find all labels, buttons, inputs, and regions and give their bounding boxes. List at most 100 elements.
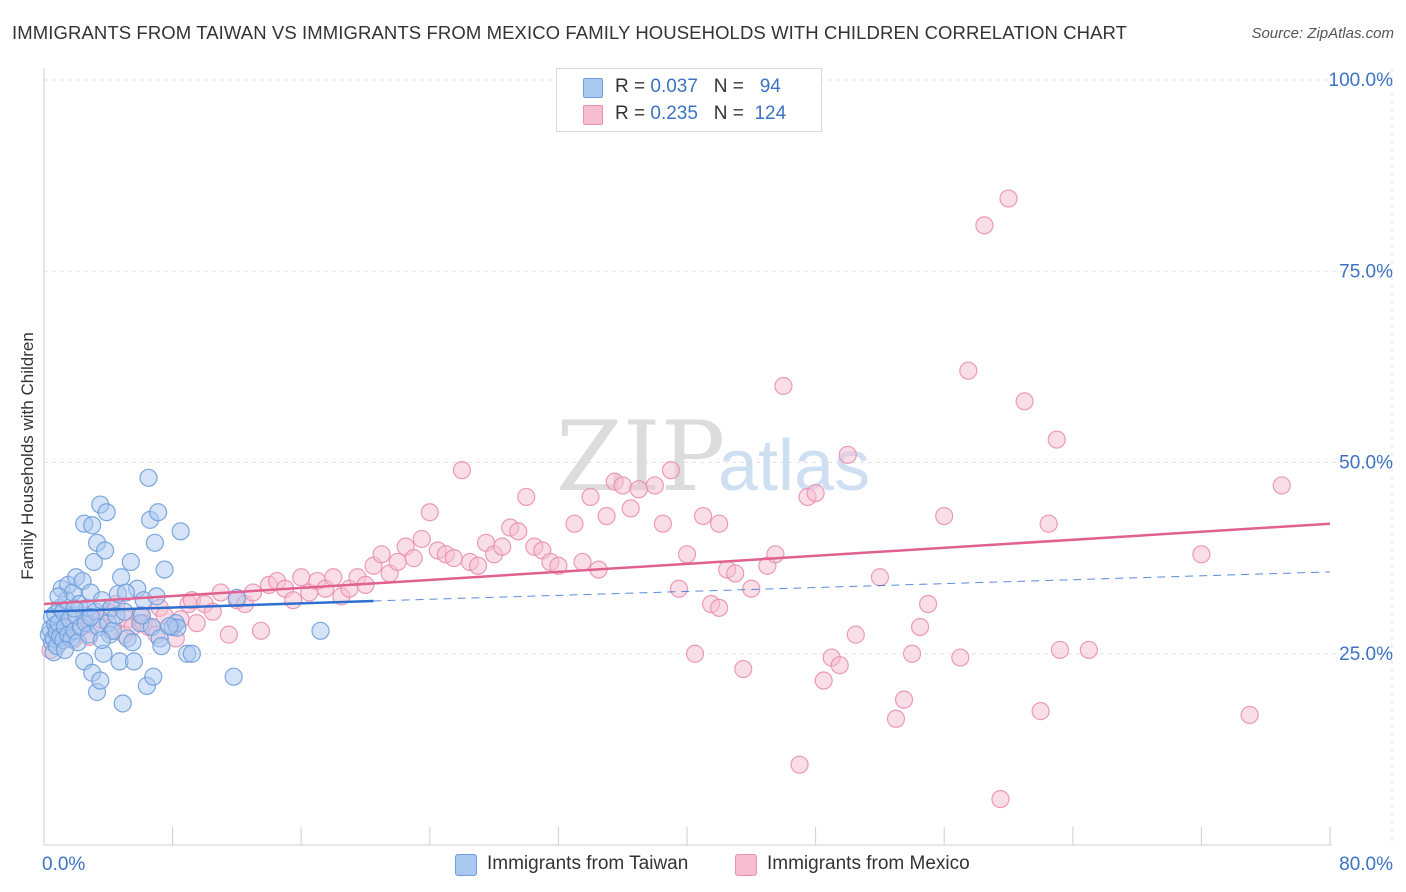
- x-tick-label: 0.0%: [42, 854, 85, 875]
- point-mexico: [251, 621, 271, 640]
- point-mexico: [621, 499, 640, 518]
- chart-title: IMMIGRANTS FROM TAIWAN VS IMMIGRANTS FRO…: [12, 22, 1128, 43]
- point-mexico: [870, 568, 890, 587]
- point-mexico: [814, 671, 833, 690]
- y-tick-label: 100.0%: [1329, 70, 1394, 91]
- point-mexico: [1031, 702, 1050, 721]
- point-taiwan: [55, 640, 74, 660]
- bottom-legend-swatch-taiwan: [455, 854, 477, 876]
- point-mexico: [742, 579, 761, 598]
- point-mexico: [324, 568, 343, 587]
- point-mexico: [284, 591, 303, 610]
- point-mexico: [613, 476, 632, 495]
- point-mexico: [766, 545, 785, 564]
- point-mexico: [1050, 640, 1070, 660]
- point-mexico: [653, 514, 672, 533]
- legend-n-label: N =: [713, 76, 744, 97]
- point-mexico: [693, 506, 713, 526]
- point-mexico: [999, 189, 1018, 208]
- legend-r-label: R =: [615, 76, 646, 97]
- point-taiwan: [95, 541, 115, 560]
- point-mexico: [597, 506, 616, 526]
- point-mexico: [645, 476, 664, 495]
- point-taiwan: [115, 602, 134, 621]
- point-mexico: [910, 617, 930, 637]
- point-taiwan: [113, 694, 132, 713]
- point-mexico: [894, 690, 914, 709]
- legend-n-value-taiwan: 94: [759, 76, 781, 97]
- point-mexico: [919, 594, 938, 614]
- point-mexico: [1192, 545, 1211, 564]
- point-mexico: [669, 579, 689, 598]
- point-mexico: [509, 522, 528, 541]
- point-mexico: [372, 545, 391, 564]
- point-taiwan: [160, 617, 179, 636]
- point-mexico: [661, 461, 681, 480]
- trend-line-taiwan: [43, 599, 374, 613]
- point-taiwan: [224, 667, 243, 686]
- point-mexico: [951, 648, 970, 667]
- point-taiwan: [116, 583, 136, 602]
- axes: [43, 68, 1332, 846]
- point-mexico: [806, 484, 825, 503]
- point-taiwan: [112, 568, 131, 587]
- point-mexico: [830, 656, 849, 675]
- tick-labels: 25.0% 50.0% 75.0% 100.0% 0.0% 80.0%: [42, 70, 1393, 875]
- point-mexico: [886, 709, 906, 728]
- point-mexico: [388, 552, 407, 572]
- point-taiwan: [152, 636, 171, 656]
- point-mexico: [1015, 392, 1034, 411]
- point-mexico: [404, 549, 423, 568]
- point-taiwan: [92, 630, 111, 650]
- point-taiwan: [84, 552, 103, 572]
- point-taiwan: [81, 607, 100, 627]
- bottom-legend-label-taiwan: Immigrants from Taiwan: [487, 853, 689, 874]
- point-mexico: [1039, 514, 1058, 533]
- point-taiwan: [171, 522, 190, 541]
- legend-n-label: N =: [713, 103, 744, 124]
- legend-swatch-mexico: [583, 105, 603, 125]
- point-mexico: [991, 789, 1010, 809]
- watermark-atlas: atlas: [718, 426, 870, 506]
- point-mexico: [734, 659, 753, 679]
- y-tick-label: 75.0%: [1339, 261, 1393, 282]
- point-mexico: [549, 556, 568, 575]
- point-mexico: [517, 487, 536, 507]
- point-mexico: [710, 514, 729, 533]
- legend-r-value-mexico: 0.235: [650, 103, 698, 124]
- point-mexico: [902, 644, 922, 663]
- point-mexico: [710, 598, 729, 617]
- y-tick-label: 25.0%: [1339, 644, 1393, 665]
- point-taiwan: [65, 599, 84, 618]
- legend-n-value-mexico: 124: [754, 103, 787, 124]
- grid-lines: [44, 68, 1393, 845]
- point-taiwan: [139, 468, 158, 487]
- point-taiwan: [49, 587, 68, 606]
- point-taiwan: [83, 516, 102, 535]
- trend-line-taiwan-extension: [373, 571, 1331, 602]
- point-mexico: [1079, 640, 1098, 660]
- point-mexico: [935, 506, 954, 526]
- point-mexico: [452, 461, 472, 480]
- point-mexico: [292, 568, 311, 587]
- point-taiwan: [144, 667, 163, 686]
- y-axis-label: Family Households with Children: [18, 332, 37, 580]
- point-taiwan: [124, 652, 144, 671]
- x-tick-label: 80.0%: [1339, 854, 1393, 875]
- legend-r-value-taiwan: 0.037: [650, 76, 698, 97]
- bottom-legend-label-mexico: Immigrants from Mexico: [767, 853, 970, 874]
- point-mexico: [219, 625, 238, 644]
- point-mexico: [565, 514, 584, 533]
- point-mexico: [959, 361, 978, 380]
- series-taiwan-points: [39, 468, 330, 713]
- point-mexico: [846, 625, 865, 644]
- point-taiwan: [91, 671, 110, 690]
- trend-line-mexico: [43, 522, 1331, 606]
- point-mexico: [1047, 430, 1066, 449]
- legend-r-label: R =: [615, 103, 646, 124]
- point-mexico: [187, 614, 206, 633]
- point-mexico: [493, 537, 512, 556]
- bottom-legend-swatch-mexico: [735, 854, 757, 876]
